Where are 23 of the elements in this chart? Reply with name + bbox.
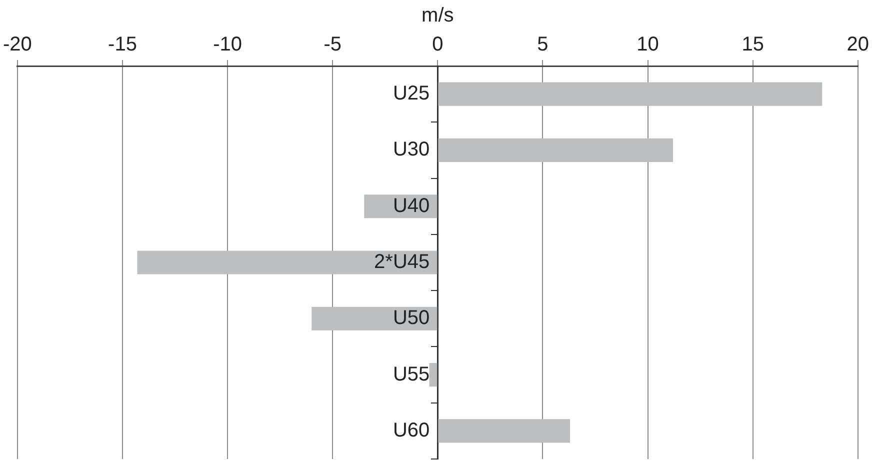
x-tick-label: -20 xyxy=(3,34,32,56)
y-tick-label: U55 xyxy=(392,363,430,386)
y-tick-label: U40 xyxy=(392,194,430,217)
x-tick-label: -5 xyxy=(324,34,342,56)
x-tick-label: 15 xyxy=(742,34,764,56)
y-tick-label: U50 xyxy=(392,307,430,330)
bar xyxy=(312,306,438,330)
bar xyxy=(438,419,570,443)
x-axis-title: m/s xyxy=(422,4,454,27)
x-tick-label: -15 xyxy=(108,34,137,56)
x-tick-label: -10 xyxy=(213,34,242,56)
y-tick-label: U25 xyxy=(392,82,430,105)
y-tick-label: U60 xyxy=(392,419,430,442)
bar xyxy=(438,82,822,106)
x-tick-label: 0 xyxy=(432,34,444,56)
y-tick-label: 2*U45 xyxy=(374,251,430,274)
x-tick-label: 20 xyxy=(846,34,869,56)
x-tick-label: 5 xyxy=(537,34,548,56)
y-tick-label: U30 xyxy=(392,138,430,161)
x-tick-label: 10 xyxy=(636,34,659,56)
bar xyxy=(429,362,438,387)
bar xyxy=(438,138,673,162)
bar xyxy=(137,250,438,274)
